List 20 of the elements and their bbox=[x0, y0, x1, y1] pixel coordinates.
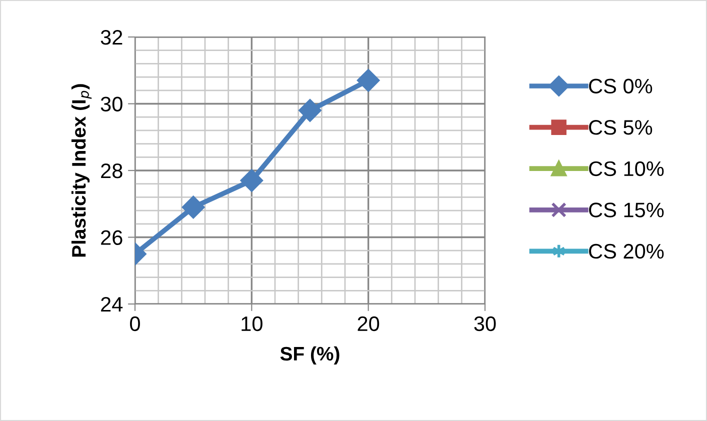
x-tick-label: 30 bbox=[474, 316, 496, 332]
y-tick-label: 24 bbox=[101, 297, 123, 312]
point bbox=[298, 99, 322, 122]
y-tick-label: 26 bbox=[101, 230, 122, 246]
y-tick-label: 30 bbox=[100, 96, 122, 112]
point bbox=[357, 69, 380, 92]
y-tick-label: 28 bbox=[101, 164, 122, 178]
x-tick-label: 0 bbox=[130, 316, 140, 332]
point bbox=[182, 196, 205, 218]
legend-label: CS 5% bbox=[589, 120, 652, 135]
point bbox=[240, 169, 263, 192]
x-axis-title: SF (%) bbox=[280, 346, 340, 364]
x-tick-label: 10 bbox=[242, 316, 262, 332]
y-tick-label: 32 bbox=[100, 30, 122, 45]
legend-label: CS 15% bbox=[589, 202, 664, 218]
y-axis-title: Plasticity Index (I$_{p}$) bbox=[71, 84, 92, 257]
legend-label: CS 0% bbox=[589, 78, 652, 94]
x-tick-label: 20 bbox=[358, 316, 380, 332]
legend-label: CS 10% bbox=[589, 161, 664, 176]
legend-label: CS 20% bbox=[589, 244, 664, 259]
